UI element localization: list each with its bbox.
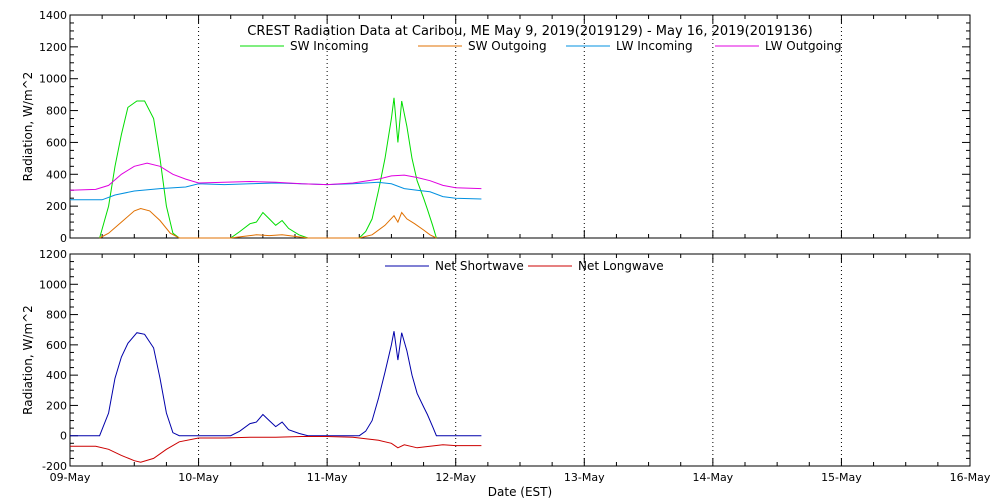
x-tick-label: 13-May [564,471,605,484]
series-line [99,207,437,239]
y-tick-label: 1000 [39,278,67,291]
x-tick-label: 09-May [50,471,91,484]
legend-label: Net Shortwave [435,259,524,273]
y-tick-label: 1400 [39,9,67,22]
x-tick-label: 16-May [950,471,991,484]
legend-label: Net Longwave [578,259,664,273]
y-tick-label: 400 [46,369,67,382]
x-tick-label: 10-May [178,471,219,484]
legend-label: SW Incoming [290,39,369,53]
series-line [70,331,482,437]
y-tick-label: 600 [46,339,67,352]
x-tick-label: 14-May [692,471,733,484]
x-tick-label: 12-May [435,471,476,484]
y-tick-label: 800 [46,105,67,118]
y-tick-label: 400 [46,168,67,181]
series-line [70,436,482,463]
y-tick-label: 800 [46,309,67,322]
y-tick-label: -200 [42,460,67,473]
chart-panel-1: 0 200 400 600 800 1000 1200 1400 Radiation, W/m^… [21,9,971,245]
x-tick-label: 11-May [307,471,348,484]
series-line [99,97,437,239]
y-axis-label: Radiation, W/m^2 [21,72,35,182]
legend-label: LW Outgoing [765,39,842,53]
series-line [69,162,482,191]
x-tick-label: 15-May [821,471,862,484]
legend-label: LW Incoming [616,39,693,53]
x-axis-title: Date (EST) [488,485,552,499]
y-tick-label: 600 [46,136,67,149]
y-axis-label: Radiation, W/m^2 [21,305,35,415]
series-line [70,181,482,201]
y-tick-label: 1200 [39,248,67,261]
y-tick-label: 1000 [39,73,67,86]
chart-panel-2: -200 0 200 400 600 800 1000 1200 Radiation, W/m^… [21,248,991,484]
y-tick-label: 200 [46,399,67,412]
y-tick-label: 0 [60,232,67,245]
y-tick-label: 200 [46,200,67,213]
y-tick-label: 1200 [39,41,67,54]
y-tick-label: 0 [60,430,67,443]
plot-frame [69,253,971,467]
legend-label: SW Outgoing [468,39,547,53]
chart-title: CREST Radiation Data at Caribou, ME May … [247,24,812,39]
